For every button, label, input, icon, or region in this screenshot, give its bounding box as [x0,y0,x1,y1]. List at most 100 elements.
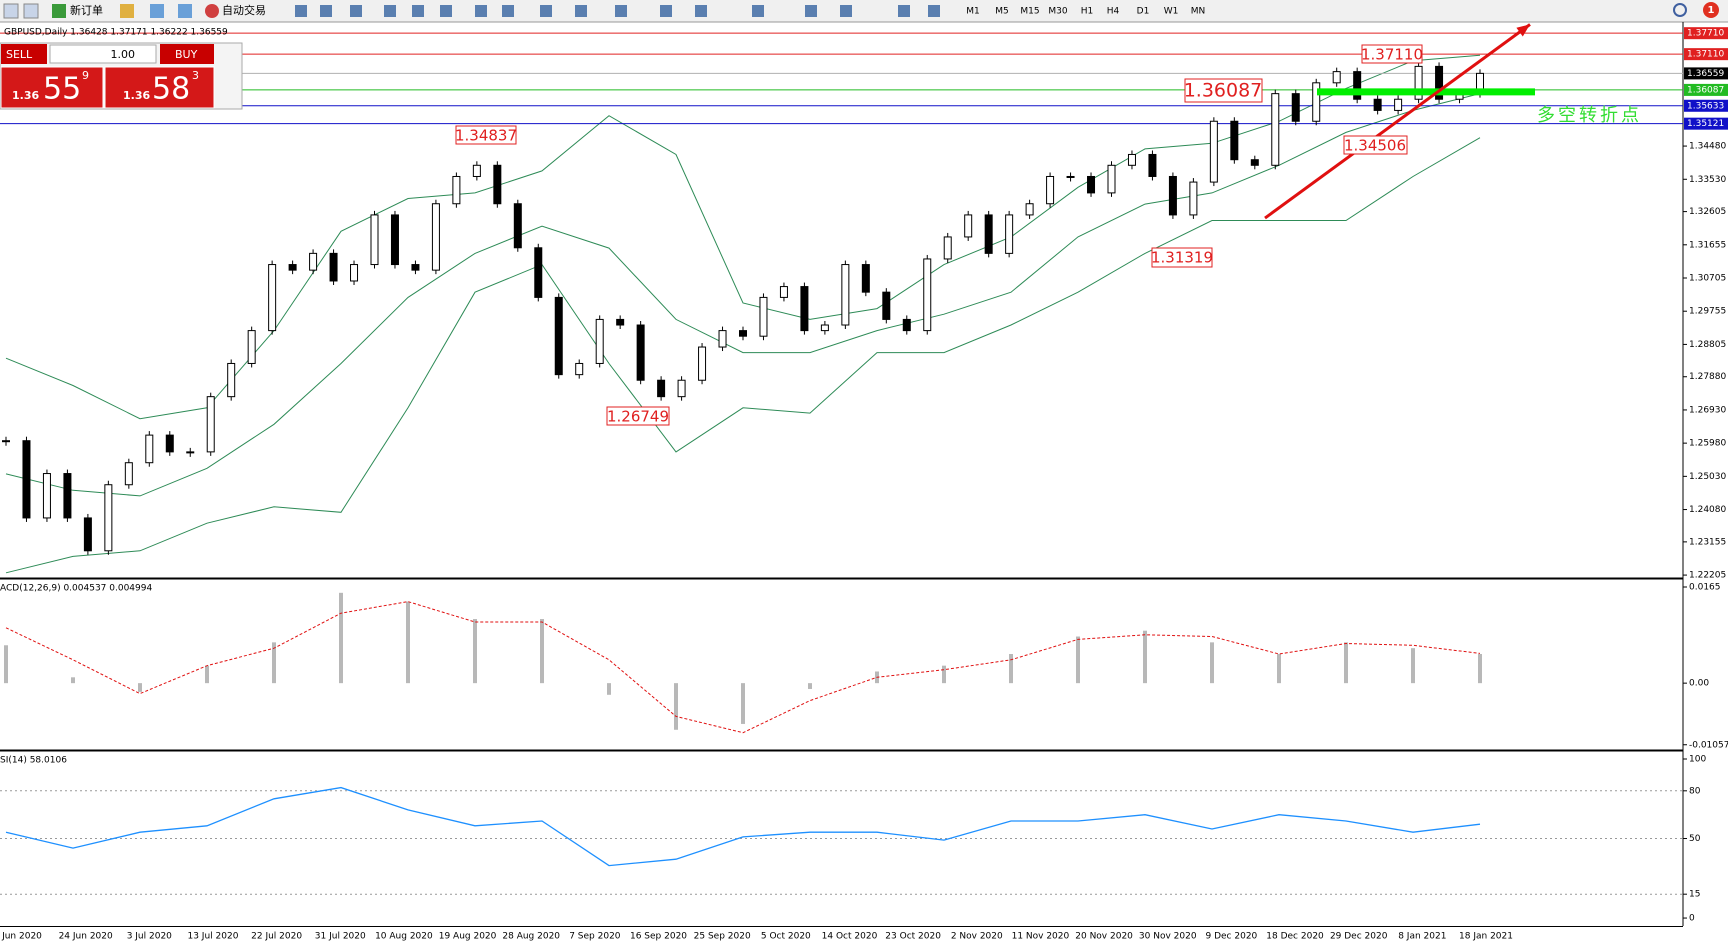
timeframe[interactable]: H4 [1107,7,1120,17]
candle-body [370,214,379,266]
toolbar-icon[interactable] [412,5,424,17]
annotation-box [455,125,517,145]
candle-body [1087,175,1096,194]
y-tick-label: 0.00 [1689,679,1709,689]
x-tick-label: 9 Dec 2020 [1206,932,1258,942]
sell-button[interactable] [1,44,47,64]
auto-trading[interactable]: 自动交易 [222,3,266,17]
sell-price-box[interactable] [0,66,104,109]
toolbar-icon[interactable] [502,5,514,17]
annotation-box [1343,135,1408,155]
sell-big: 1.36 [12,89,39,102]
new-order[interactable]: 新订单 [70,3,103,17]
candle-body [329,252,338,282]
candle-body [247,330,256,364]
rsi-line [5,786,1481,867]
buy-label: BUY [175,48,198,61]
candle-body [739,330,747,337]
x-tick-label: 11 Nov 2020 [1012,932,1070,942]
toolbar-icon[interactable] [120,4,134,18]
toolbar-icon[interactable] [440,5,452,17]
y-tick-label: 1.27880 [1689,372,1726,382]
candle-body [923,258,932,332]
annotation: 1.34506 [1344,137,1406,155]
level-label: 1.35121 [1687,119,1724,129]
level-label: 1.37110 [1687,50,1724,60]
candle-body [288,264,297,271]
candle-body [513,203,522,249]
buy-button[interactable] [160,44,214,64]
x-tick-label: 14 Oct 2020 [822,932,878,942]
timeframe[interactable]: M30 [1048,7,1067,17]
macd-signal [5,601,1481,734]
toolbar-icon[interactable] [805,5,817,17]
toolbar-icon[interactable] [540,5,552,17]
toolbar-icon[interactable] [695,5,707,17]
x-tick-label: 31 Jul 2020 [315,932,366,942]
candle-body [636,324,645,381]
y-tick-label: 1.28805 [1689,340,1726,350]
candle-body [800,286,809,332]
candle-body [1271,93,1280,166]
timeframe[interactable]: D1 [1137,7,1150,17]
candle-body [2,440,10,443]
toolbar-icon[interactable] [384,5,396,17]
lot-input[interactable] [49,44,157,64]
toolbar-icon[interactable] [295,5,307,17]
search-icon[interactable] [1673,3,1687,17]
level-tag [1684,117,1728,130]
annotation-box [1151,247,1213,268]
toolbar-icon[interactable] [660,5,672,17]
toolbar-icon[interactable] [3,3,19,19]
timeframe[interactable]: W1 [1164,7,1179,17]
timeframe[interactable]: MN [1191,7,1206,17]
toolbar-icon[interactable] [320,5,332,17]
candle-body [124,462,133,486]
candle-body [1332,71,1341,84]
candle-body [1414,65,1423,100]
timeframe[interactable]: M15 [1020,7,1039,17]
y-tick-label: 1.32605 [1689,207,1726,217]
auto-trading-icon[interactable] [205,4,219,18]
candle-body [104,484,113,552]
toolbar-icon[interactable] [475,5,487,17]
candle-body [759,296,768,337]
candle-body [165,434,174,453]
candle-body [350,264,359,282]
level-label: 1.35633 [1687,101,1724,111]
y-tick-label: 80 [1689,786,1701,796]
rsi-label: SI(14) 58.0106 [0,756,67,766]
notification-badge[interactable] [1703,2,1719,18]
y-tick-label: 1.29755 [1689,307,1726,317]
x-tick-label: 20 Nov 2020 [1075,932,1133,942]
chart-title: GBPUSD,Daily 1.36428 1.37171 1.36222 1.3… [4,28,228,38]
new-order-icon[interactable] [52,4,66,18]
level-label: 1.37710 [1687,29,1724,39]
candle-body [431,203,440,271]
candle-body [227,362,236,398]
annotation: 1.36087 [1184,80,1263,102]
note: 多空转折点 [1537,105,1642,126]
toolbar-icon[interactable] [898,5,910,17]
x-tick-label: Jun 2020 [1,932,42,942]
macd-bar [1344,642,1348,684]
toolbar-icon[interactable] [840,5,852,17]
toolbar-icon[interactable] [350,5,362,17]
buy-price-box[interactable] [104,66,215,109]
toolbar-icon[interactable] [178,4,192,18]
x-tick-label: 13 Jul 2020 [187,932,238,942]
toolbar-icon[interactable] [575,5,587,17]
y-tick-label: 1.30705 [1689,274,1726,284]
timeframe[interactable]: M5 [995,7,1009,17]
toolbar-icon[interactable] [928,5,940,17]
timeframe[interactable]: H1 [1081,7,1094,17]
toolbar-icon[interactable] [752,5,764,17]
macd-bar [406,601,410,684]
toolbar-icon[interactable] [23,3,39,19]
buy-big: 1.36 [123,89,150,102]
candle-body [1312,82,1321,122]
timeframe[interactable]: M1 [966,7,980,17]
toolbar-icon[interactable] [615,5,627,17]
toolbar-icon[interactable] [150,4,164,18]
